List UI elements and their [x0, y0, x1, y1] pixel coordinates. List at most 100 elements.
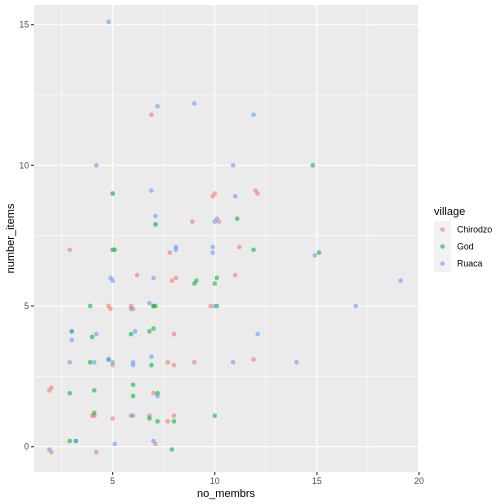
y-tick-label: 10 — [19, 160, 29, 170]
point-god — [89, 334, 95, 340]
point-god — [149, 362, 154, 368]
major-gridlines — [34, 5, 418, 472]
point-ruaca — [155, 103, 160, 109]
point-god — [169, 447, 175, 452]
x-axis-title: no_membrs — [197, 488, 256, 500]
point-ruaca — [132, 329, 138, 334]
point-god — [310, 163, 316, 168]
point-ruaca — [214, 216, 220, 222]
legend-swatch-ruaca — [440, 261, 445, 266]
point-god — [128, 331, 134, 337]
y-tick-label: 5 — [24, 301, 29, 311]
legend-label-chirodzo: Chirodzo — [457, 225, 492, 235]
x-tick-label: 5 — [110, 476, 115, 486]
x-axis-ticks: 5 10 15 20 — [110, 472, 424, 486]
point-ruaca — [155, 393, 160, 399]
point-god — [130, 393, 136, 399]
point-god — [147, 329, 152, 334]
legend-label-god: God — [457, 242, 474, 252]
point-ruaca — [210, 244, 216, 250]
point-ruaca — [312, 253, 318, 258]
point-ruaca — [91, 359, 97, 365]
point-ruaca — [192, 101, 197, 106]
legend-swatch-god — [440, 244, 445, 249]
point-chirodzo — [134, 272, 140, 278]
point-chirodzo — [192, 359, 197, 365]
y-tick-label: 15 — [19, 20, 29, 30]
point-god — [87, 359, 93, 365]
point-god — [87, 303, 93, 309]
point-god — [153, 303, 158, 309]
point-god — [112, 247, 117, 253]
point-god — [251, 247, 256, 253]
point-chirodzo — [165, 359, 171, 365]
point-ruaca — [149, 188, 154, 193]
point-chirodzo — [255, 191, 260, 196]
point-ruaca — [151, 438, 156, 444]
plot-panel — [34, 5, 418, 472]
point-ruaca — [110, 191, 115, 196]
point-chirodzo — [212, 191, 218, 196]
point-ruaca — [149, 354, 154, 359]
x-tick-label: 15 — [312, 476, 322, 486]
point-ruaca — [210, 250, 216, 255]
legend-swatch-chirodzo — [440, 227, 445, 232]
point-ruaca — [110, 278, 115, 283]
point-chirodzo — [110, 416, 115, 421]
point-ruaca — [47, 447, 52, 452]
point-chirodzo — [171, 413, 177, 419]
point-god — [194, 278, 199, 283]
point-god — [147, 416, 152, 421]
point-chirodzo — [169, 278, 175, 283]
point-chirodzo — [173, 275, 179, 281]
point-god — [91, 388, 97, 393]
point-ruaca — [147, 300, 152, 306]
legend-label-ruaca: Ruaca — [457, 259, 483, 269]
point-chirodzo — [149, 112, 154, 118]
point-god — [212, 281, 218, 286]
point-ruaca — [69, 337, 75, 343]
point-chirodzo — [189, 219, 195, 224]
point-chirodzo — [171, 331, 177, 337]
data-points — [47, 19, 403, 455]
point-ruaca — [128, 413, 134, 419]
point-god — [155, 419, 160, 424]
point-ruaca — [294, 359, 299, 365]
point-ruaca — [93, 331, 99, 337]
point-ruaca — [232, 194, 238, 199]
y-tick-label: 0 — [24, 442, 29, 452]
minor-gridlines — [34, 5, 418, 472]
point-chirodzo — [93, 450, 99, 455]
point-ruaca — [93, 163, 99, 168]
point-ruaca — [255, 331, 260, 337]
legend: village Chirodzo God Ruaca — [434, 206, 492, 272]
x-tick-label: 20 — [414, 476, 424, 486]
point-chirodzo — [67, 247, 73, 253]
point-ruaca — [212, 303, 218, 309]
point-ruaca — [153, 222, 158, 227]
point-chirodzo — [236, 244, 242, 250]
point-chirodzo — [208, 303, 213, 309]
point-god — [67, 438, 73, 444]
point-god — [91, 410, 97, 416]
point-chirodzo — [251, 357, 256, 362]
legend-title: village — [434, 206, 465, 218]
point-ruaca — [230, 359, 236, 365]
point-god — [130, 382, 136, 388]
point-ruaca — [230, 163, 236, 168]
point-ruaca — [353, 303, 359, 309]
point-chirodzo — [232, 272, 238, 278]
point-god — [214, 275, 220, 281]
point-ruaca — [128, 306, 134, 312]
point-chirodzo — [171, 362, 177, 368]
point-chirodzo — [167, 250, 173, 255]
point-ruaca — [398, 278, 403, 283]
point-ruaca — [69, 329, 75, 334]
x-tick-label: 10 — [210, 476, 220, 486]
point-ruaca — [110, 359, 115, 365]
point-ruaca — [173, 244, 179, 250]
point-god — [171, 419, 177, 424]
point-ruaca — [67, 359, 73, 365]
y-axis-title: number_items — [5, 203, 17, 273]
point-ruaca — [106, 357, 111, 362]
